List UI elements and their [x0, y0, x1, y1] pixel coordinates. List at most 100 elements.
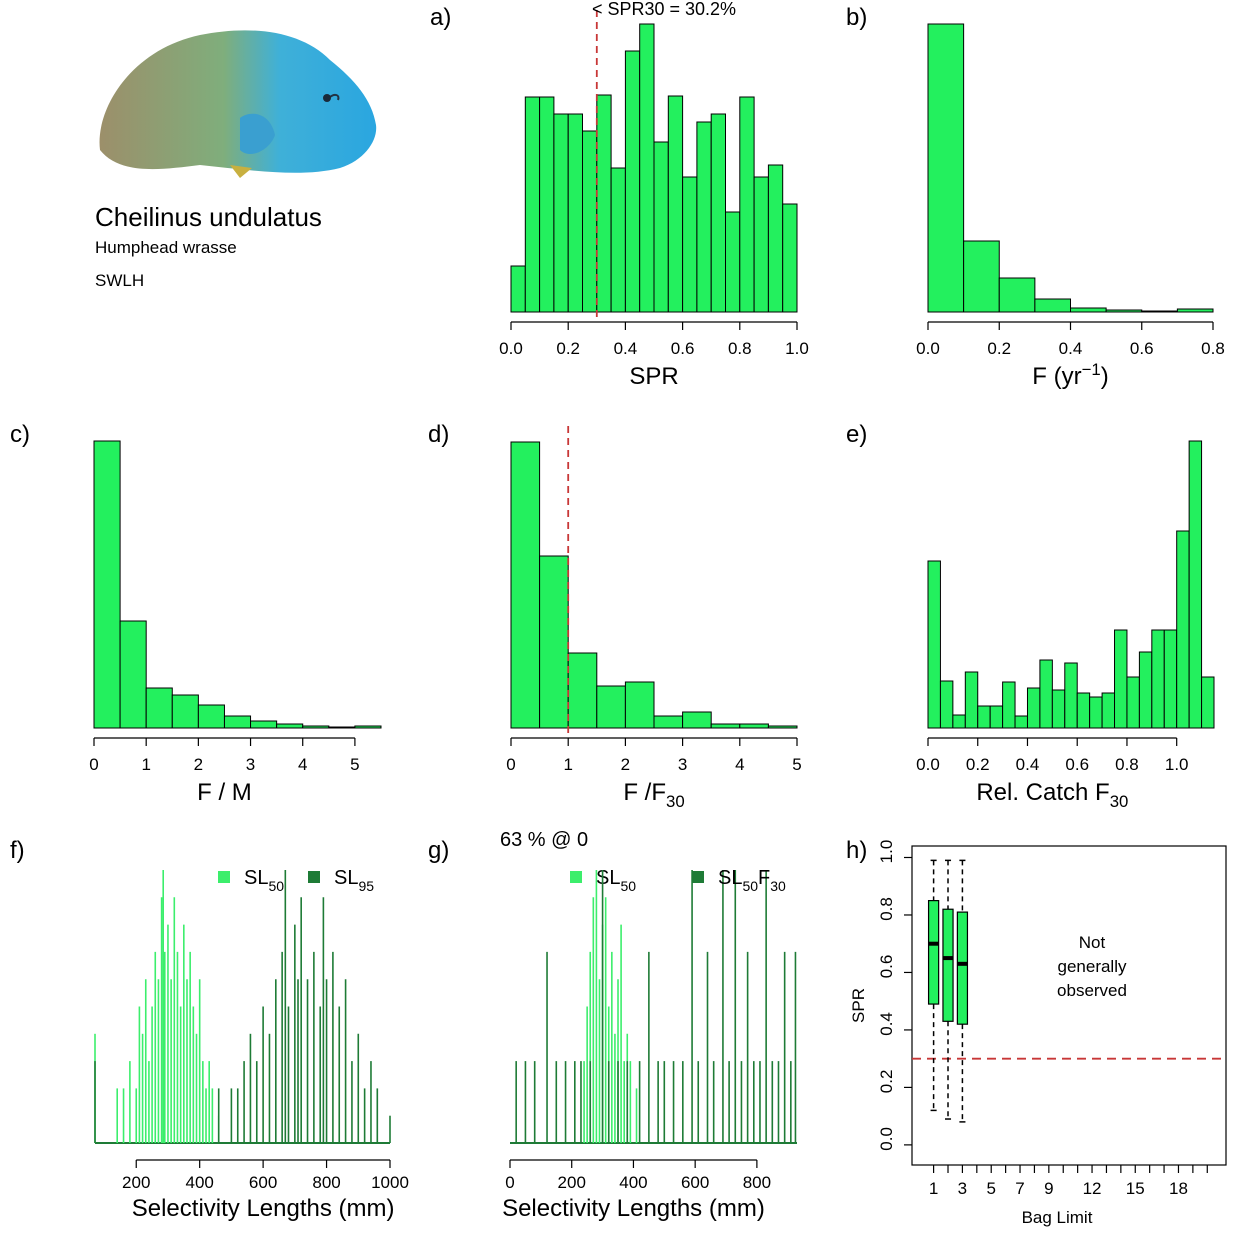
- x-tick-label: 200: [558, 1173, 586, 1192]
- panel-letter: a): [430, 4, 451, 31]
- histogram-bar: [1105, 309, 1143, 313]
- histogram-bar: [624, 681, 655, 729]
- histogram-bar: [1151, 629, 1165, 729]
- histogram-bar: [596, 94, 612, 313]
- panel-letter: c): [10, 421, 30, 448]
- label-part: Selectivity Lengths (mm): [132, 1195, 395, 1222]
- histogram-bar: [1138, 651, 1153, 729]
- histogram-bar: [710, 723, 741, 729]
- panel-letter: f): [10, 837, 25, 864]
- histogram-bar: [567, 113, 584, 313]
- label-part: F / M: [197, 779, 252, 806]
- x-tick-label: 2: [621, 755, 630, 774]
- legend-swatch: [692, 871, 704, 883]
- histogram-bar: [510, 265, 526, 313]
- species-name: Cheilinus undulatus: [95, 202, 322, 232]
- x-tick-label: 1000: [371, 1173, 409, 1192]
- panel-letter: g): [428, 837, 449, 864]
- histogram-bar: [1014, 715, 1028, 729]
- x-tick-label: 3: [958, 1179, 967, 1198]
- histogram-bar: [682, 711, 712, 729]
- histogram-bar: [739, 96, 755, 313]
- x-tick-label: 0.0: [916, 755, 940, 774]
- x-tick-label: 0.2: [987, 339, 1011, 358]
- x-tick-label: 600: [249, 1173, 277, 1192]
- x-tick-label: 9: [1044, 1179, 1053, 1198]
- histogram-bar: [1201, 676, 1215, 729]
- x-tick-label: 1: [929, 1179, 938, 1198]
- x-tick-label: 400: [185, 1173, 213, 1192]
- y-axis-label: SPR: [849, 988, 868, 1023]
- label-part: SL: [334, 867, 358, 889]
- x-tick-label: 5: [986, 1179, 995, 1198]
- histogram-bar: [524, 96, 541, 313]
- x-tick-label: 800: [312, 1173, 340, 1192]
- label-part: 50: [742, 878, 758, 894]
- histogram-bar: [1034, 298, 1071, 313]
- histogram-bar: [302, 725, 330, 729]
- x-tick-label: 1.0: [785, 339, 809, 358]
- x-tick-label: 0.6: [1065, 755, 1089, 774]
- x-axis-label: F / M: [197, 779, 252, 806]
- panel-letter: b): [846, 4, 867, 31]
- histogram-bar: [1176, 308, 1214, 313]
- histogram-bar: [1176, 530, 1190, 729]
- label-part: F (yr: [1032, 363, 1081, 390]
- label-part: Rel. Catch F: [976, 779, 1109, 806]
- histogram-bar: [93, 440, 121, 729]
- histogram-bar: [927, 560, 941, 729]
- label-part: SPR: [629, 363, 678, 390]
- x-tick-label: 0.8: [1115, 755, 1139, 774]
- x-axis-label: Selectivity Lengths (mm): [132, 1195, 395, 1222]
- histogram-bar: [1114, 629, 1128, 729]
- histogram-bar: [1141, 310, 1178, 313]
- species-code: SWLH: [95, 271, 144, 290]
- x-tick-label: 0: [89, 755, 98, 774]
- label-part: 30: [770, 878, 786, 894]
- histogram-bar: [998, 277, 1036, 313]
- x-axis-label: Rel. Catch F30: [976, 779, 1128, 811]
- annotation: < SPR30 = 30.2%: [592, 0, 736, 19]
- label-part: 95: [358, 878, 374, 894]
- histogram-bar: [952, 714, 966, 729]
- x-axis-label: SPR: [629, 363, 678, 390]
- histogram-bar: [753, 176, 769, 313]
- x-tick-label: 0.2: [556, 339, 580, 358]
- x-tick-label: 0.4: [1059, 339, 1083, 358]
- box: [956, 911, 969, 1025]
- annotation: generally: [1058, 957, 1127, 976]
- x-tick-label: 0.4: [614, 339, 638, 358]
- histogram-bar: [639, 23, 655, 313]
- histogram-bar: [696, 121, 712, 313]
- label-part: Selectivity Lengths (mm): [502, 1195, 765, 1222]
- histogram-bar: [567, 652, 598, 729]
- annotation: 63 % @ 0: [500, 829, 588, 851]
- histogram-bar: [539, 555, 569, 729]
- y-tick-label: 0.4: [877, 1012, 896, 1036]
- histogram-bar: [682, 176, 698, 313]
- histogram-bar: [596, 685, 626, 729]
- histogram-bar: [1101, 692, 1116, 729]
- y-tick-label: 0.2: [877, 1070, 896, 1094]
- histogram-bar: [1070, 307, 1107, 313]
- histogram-bar: [539, 96, 555, 313]
- histogram-bar: [964, 671, 979, 729]
- legend-label: SL50F30: [718, 867, 786, 894]
- label-part: ): [1101, 363, 1109, 390]
- label-part: F: [758, 867, 770, 889]
- histogram-bar: [1126, 676, 1140, 729]
- x-tick-label: 5: [792, 755, 801, 774]
- annotation: Not: [1079, 933, 1106, 952]
- y-tick-label: 0.0: [877, 1127, 896, 1151]
- label-part: 30: [1110, 792, 1129, 811]
- y-tick-label: 0.8: [877, 897, 896, 921]
- histogram-bar: [1163, 629, 1178, 729]
- x-tick-label: 18: [1169, 1179, 1188, 1198]
- label-part: SL: [244, 867, 268, 889]
- box: [942, 908, 954, 1022]
- x-tick-label: 4: [735, 755, 744, 774]
- x-tick-label: 0.0: [916, 339, 940, 358]
- x-tick-label: 0.4: [1016, 755, 1040, 774]
- histogram-bar: [963, 240, 1000, 313]
